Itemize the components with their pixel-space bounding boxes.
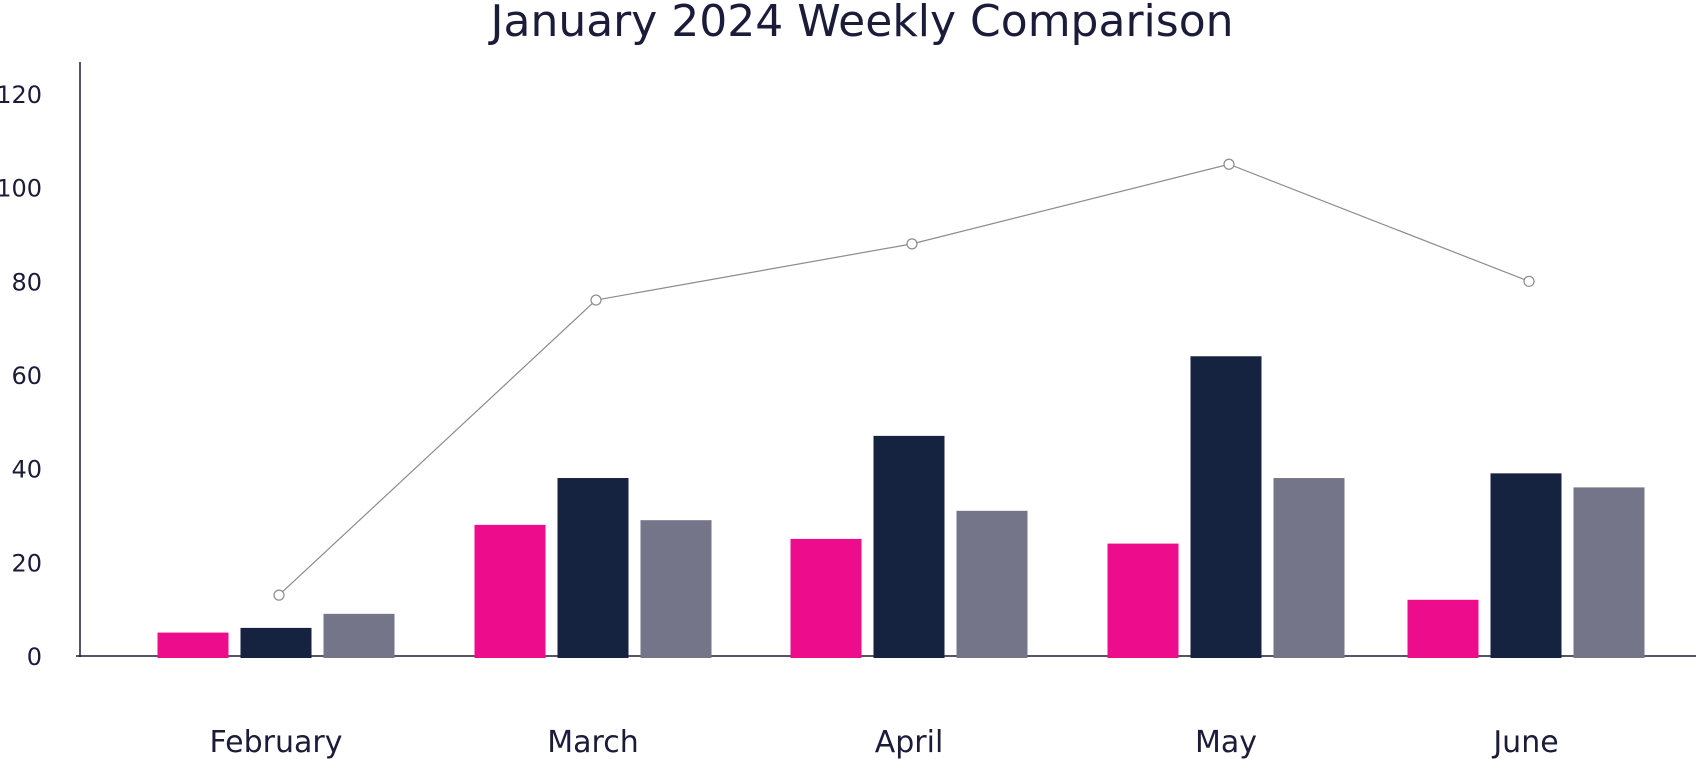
category-label: June xyxy=(1491,725,1558,759)
bar xyxy=(157,632,229,658)
y-tick-label: 100 xyxy=(0,175,42,203)
y-tick-label: 20 xyxy=(11,549,42,577)
y-tick-label: 40 xyxy=(11,456,42,484)
bar xyxy=(790,538,862,658)
chart-title: January 2024 Weekly Comparison xyxy=(488,0,1234,47)
line-point xyxy=(906,238,918,250)
category-label: February xyxy=(210,725,343,759)
bar xyxy=(1407,599,1479,658)
bar xyxy=(240,627,312,658)
bar xyxy=(1573,487,1645,658)
bar xyxy=(1190,356,1262,658)
bars-group xyxy=(157,356,1645,658)
line-point xyxy=(1223,158,1235,170)
y-axis-ticks: 0 20 40 60 80 100 120 xyxy=(0,81,42,671)
bar xyxy=(557,478,629,658)
bar xyxy=(1273,478,1345,658)
line-series-group xyxy=(273,158,1535,601)
y-tick-label: 120 xyxy=(0,81,42,109)
line-point xyxy=(273,589,285,601)
y-tick-label: 0 xyxy=(27,643,42,671)
y-tick-label: 80 xyxy=(11,268,42,296)
bar xyxy=(873,435,945,658)
category-label: March xyxy=(547,725,638,759)
bar xyxy=(1490,473,1562,658)
bar xyxy=(1107,543,1179,658)
bar xyxy=(323,613,395,658)
y-tick-label: 60 xyxy=(11,362,42,390)
bar xyxy=(640,520,712,658)
line-point xyxy=(1523,275,1535,287)
line-point xyxy=(590,294,602,306)
category-label: May xyxy=(1195,725,1257,759)
category-label: April xyxy=(875,725,944,759)
bar xyxy=(474,524,546,658)
bar xyxy=(956,510,1028,658)
category-labels: February March April May June xyxy=(210,725,1559,759)
